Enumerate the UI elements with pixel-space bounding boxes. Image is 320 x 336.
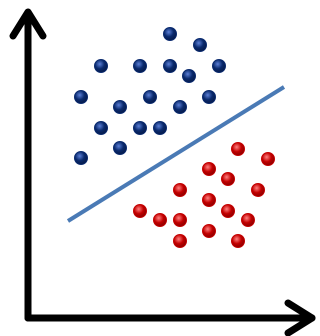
red-point-15 [231, 234, 245, 248]
y-axis-arrowhead [9, 8, 47, 40]
blue-point-14 [133, 121, 147, 135]
red-point-7 [202, 193, 216, 207]
red-point-1 [231, 142, 245, 156]
blue-point-16 [113, 141, 127, 155]
blue-point-15 [153, 121, 167, 135]
red-point-8 [133, 204, 147, 218]
blue-point-11 [113, 100, 127, 114]
blue-point-13 [94, 121, 108, 135]
red-point-3 [202, 162, 216, 176]
red-point-6 [251, 183, 265, 197]
decision-boundary-line [66, 85, 286, 223]
red-point-11 [173, 213, 187, 227]
blue-point-4 [133, 59, 147, 73]
blue-point-9 [143, 90, 157, 104]
blue-point-2 [193, 38, 207, 52]
blue-point-7 [182, 69, 196, 83]
x-axis-arrowhead [284, 299, 316, 336]
blue-point-6 [212, 59, 226, 73]
red-point-9 [221, 204, 235, 218]
blue-point-10 [202, 90, 216, 104]
red-point-10 [153, 213, 167, 227]
red-point-2 [261, 152, 275, 166]
blue-point-8 [74, 90, 88, 104]
axes [9, 8, 316, 336]
red-point-12 [241, 213, 255, 227]
blue-point-3 [94, 59, 108, 73]
data-points [74, 27, 275, 248]
red-point-5 [173, 183, 187, 197]
blue-point-1 [163, 27, 177, 41]
blue-point-5 [163, 59, 177, 73]
blue-point-17 [74, 151, 88, 165]
blue-point-12 [173, 100, 187, 114]
red-point-13 [202, 224, 216, 238]
red-point-4 [221, 172, 235, 186]
red-point-14 [173, 234, 187, 248]
